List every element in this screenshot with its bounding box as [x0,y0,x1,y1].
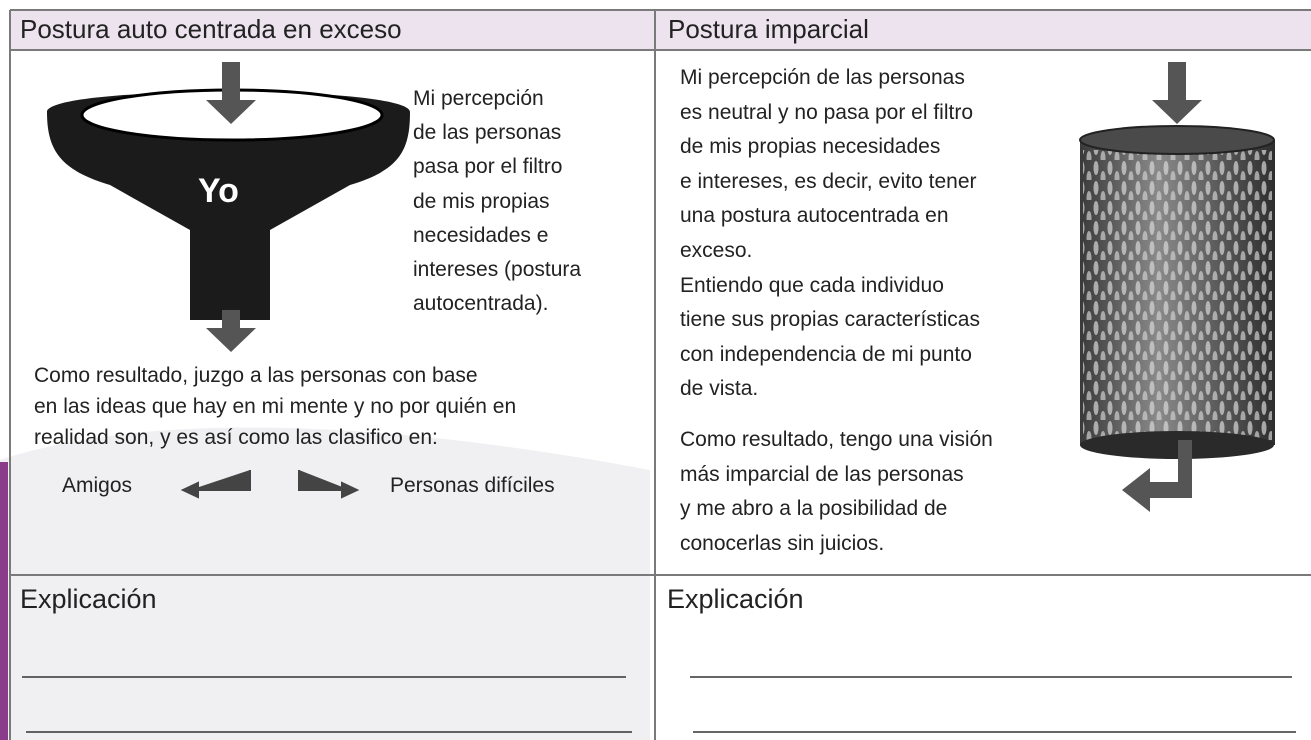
text-line: de mis propias [413,189,550,213]
text-line: pasa por el filtro [413,155,563,179]
text-line: Mi percepción [413,87,544,110]
text-line: Como resultado, juzgo a las personas con… [34,364,478,387]
funnel-label: Yo [198,172,239,210]
text-line: de vista. [680,377,759,401]
text-line: de mis propias necesidades [680,135,941,159]
text-line: intereses (postura [413,258,582,281]
explanation-label: Explicación [20,584,157,614]
text-line: es neutral y no pasa por el filtro [680,100,973,124]
text-line: Entiendo que cada individuo [680,273,944,297]
text-line: Como resultado, tengo una visión [680,428,993,451]
text-line: e intereses, es decir, evito tener [680,169,977,193]
header-left: Postura auto centrada en exceso [20,14,402,44]
text-line: en las ideas que hay en mi mente y no po… [34,395,517,418]
text-line: y me abro a la posibilidad de [680,497,948,520]
text-line: autocentrada). [413,292,549,316]
text-line: Mi percepción de las personas [680,66,965,89]
text-line: una postura autocentrada en [680,204,949,228]
header-right: Postura imparcial [668,14,869,44]
text-line: necesidades e [413,223,549,247]
option: Personas difíciles [390,474,555,497]
text-line: exceso. [680,239,753,262]
explanation-label: Explicación [667,584,804,614]
text-line: con independencia de mi punto [680,342,972,366]
text-line: conocerlas sin juicios. [680,531,885,555]
text-line: realidad son, y es así como las clasific… [34,426,438,449]
text-line: tiene sus propias características [680,308,980,332]
text-line: más imparcial de las personas [680,462,964,486]
option: Amigos [62,474,133,497]
text-line: de las personas [413,121,562,145]
